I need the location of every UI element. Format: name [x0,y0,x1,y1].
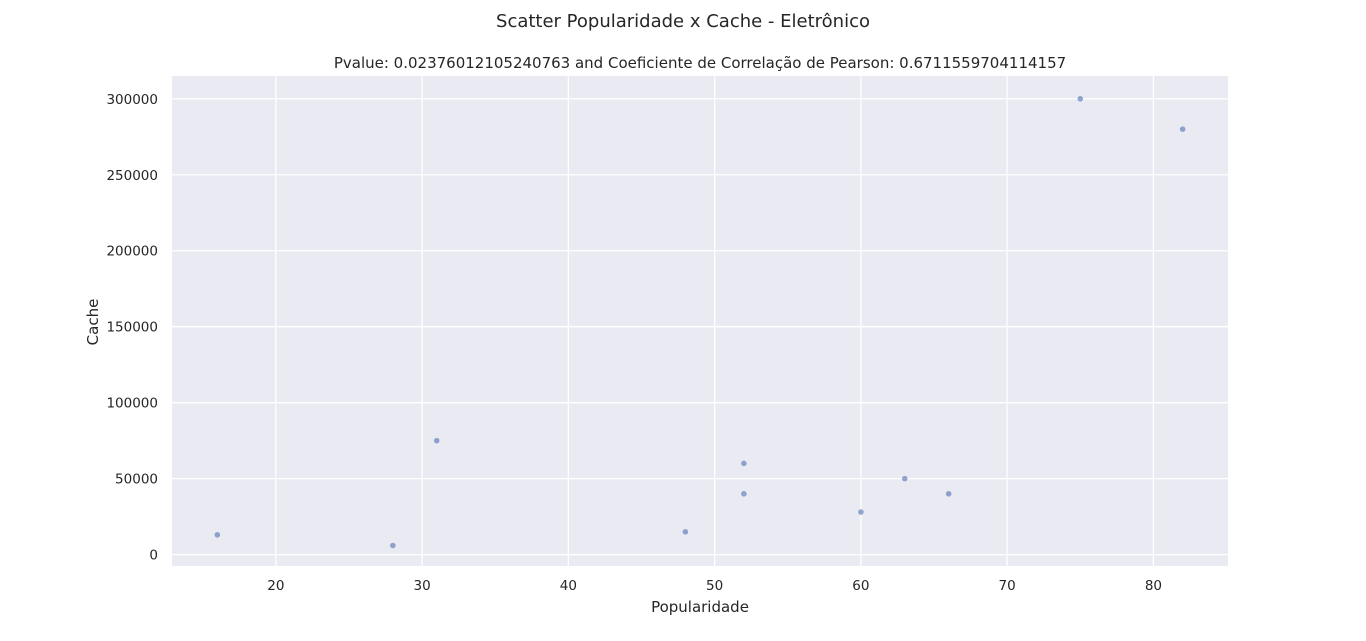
y-tick-label: 100000 [106,396,158,412]
scatter-point [1179,126,1186,132]
figure-title: Scatter Popularidade x Cache - Eletrônic… [496,11,870,32]
scatter-point [214,532,221,538]
y-tick-labels: 0 50000 100000 150000 200000 250000 300000 [106,92,158,564]
x-tick-label: 30 [414,578,431,594]
scatter-point [1077,95,1084,102]
scatter-point [945,491,952,497]
grid-lines [172,76,1228,566]
x-tick-label: 40 [560,578,577,594]
x-tick-label: 60 [852,578,869,594]
plot-area [172,76,1228,566]
scatter-point [858,509,864,515]
x-axis-label: Popularidade [651,598,749,616]
x-tick-label: 50 [706,578,723,594]
y-axis-label: Cache [84,299,102,346]
y-tick-label: 300000 [106,92,158,108]
x-tick-label: 20 [267,578,284,594]
y-tick-label: 50000 [115,472,158,488]
scatter-point [741,460,747,467]
y-tick-label: 0 [149,548,158,564]
scatter-point [433,437,440,444]
scatter-point [682,529,689,535]
data-points [214,95,1186,549]
scatter-point [741,491,747,497]
scatter-point [901,475,908,482]
y-tick-label: 250000 [106,168,158,184]
x-tick-labels: 20 30 40 50 60 70 80 [267,578,1162,594]
chart-subtitle: Pvalue: 0.02376012105240763 and Coeficie… [334,54,1066,72]
y-tick-label: 150000 [106,320,158,336]
x-tick-label: 80 [1145,578,1162,594]
scatter-point [390,542,396,549]
y-tick-label: 200000 [106,244,158,260]
x-tick-label: 70 [999,578,1016,594]
